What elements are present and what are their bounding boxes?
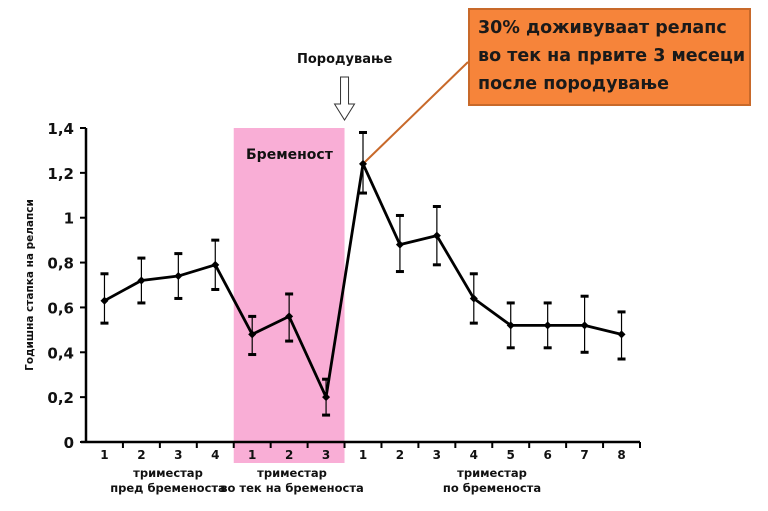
group-label-after-line2: по бременоста [442, 481, 542, 495]
y-tick-label: 0,2 [47, 389, 74, 407]
relapse-callout-box: 30% доживуваат релапс во тек на првите 3… [468, 8, 751, 106]
data-point [432, 231, 441, 240]
x-tick-label: 2 [285, 448, 293, 462]
data-point [322, 393, 331, 402]
x-tick-label: 1 [100, 448, 108, 462]
group-label-after-line1: триместар [457, 466, 527, 480]
x-tick-label: 3 [433, 448, 441, 462]
y-tick-labels: 0 0,2 0,4 0,6 0,8 1 1,2 1,4 [47, 120, 74, 452]
data-point [100, 296, 109, 305]
y-tick-label: 0,6 [47, 299, 74, 317]
x-tick-label: 8 [617, 448, 625, 462]
error-cap-lower [285, 339, 294, 343]
error-cap-lower [100, 321, 109, 325]
y-tick-label: 0,8 [47, 255, 74, 273]
callout-line-1: 30% доживуваат релапс [478, 18, 727, 38]
y-tick-label: 1 [64, 210, 74, 228]
data-point [506, 321, 515, 330]
data-point [248, 330, 257, 339]
error-cap-upper [580, 294, 589, 298]
x-tick-labels: 1 2 3 4 1 2 3 1 2 3 4 5 6 7 8 [100, 448, 625, 462]
error-cap-upper [174, 252, 183, 256]
x-tick-label: 5 [507, 448, 515, 462]
error-cap-upper [285, 292, 294, 296]
series-line [103, 162, 622, 399]
x-tick-label: 3 [174, 448, 182, 462]
error-cap-upper [211, 238, 220, 242]
group-label-during: триместар во тек на бременоста [220, 466, 364, 496]
x-tick-label: 2 [396, 448, 404, 462]
error-cap-upper [395, 213, 404, 217]
error-cap-lower [322, 413, 331, 417]
error-cap-lower [580, 350, 589, 354]
error-cap-upper [469, 272, 478, 276]
error-cap-upper [432, 205, 441, 208]
error-cap-upper [543, 301, 552, 305]
axes [80, 127, 641, 448]
data-point [617, 330, 626, 339]
error-cap-upper [617, 310, 626, 314]
data-point [543, 321, 552, 330]
error-cap-lower [211, 287, 220, 291]
data-point [137, 276, 146, 285]
x-tick-label: 4 [470, 448, 478, 462]
group-label-after: триместар по бременоста [443, 466, 541, 496]
error-cap-lower [543, 346, 552, 350]
error-cap-upper [137, 256, 146, 260]
y-tick-label: 0,4 [47, 344, 74, 362]
x-tick-label: 3 [322, 448, 330, 462]
error-cap-upper [506, 301, 515, 305]
group-label-during-line1: триместар [257, 466, 327, 480]
data-point [359, 159, 367, 168]
x-tick-label: 2 [137, 448, 145, 462]
error-cap-upper [322, 377, 331, 381]
callout-line-2: во тек на првите 3 месеци [478, 46, 746, 66]
birth-arrow-icon [333, 76, 356, 121]
birth-annotation-label: Породување [297, 52, 393, 67]
error-cap-lower [137, 301, 146, 305]
error-cap-upper [248, 314, 257, 318]
error-cap-lower [469, 321, 478, 325]
error-cap-lower [174, 296, 183, 300]
error-cap-lower [395, 270, 404, 274]
error-cap-lower [248, 353, 257, 357]
y-tick-label: 1,2 [47, 165, 74, 183]
data-point [469, 294, 478, 303]
error-cap-lower [359, 191, 367, 195]
y-tick-label: 1,4 [47, 120, 74, 138]
error-cap-upper [359, 130, 367, 134]
group-label-before-line1: триместар [133, 466, 203, 480]
data-point [580, 321, 589, 330]
x-tick-label: 6 [543, 448, 551, 462]
x-tick-label: 7 [580, 448, 588, 462]
data-points [100, 159, 626, 402]
data-point [285, 312, 294, 321]
callout-line-3: после породување [478, 74, 669, 94]
data-point [211, 260, 220, 269]
data-point [174, 272, 183, 281]
x-tick-label: 1 [248, 448, 256, 462]
group-label-before: триместар пред бременоста [110, 466, 226, 496]
pregnancy-region-label: Бременост [246, 147, 333, 163]
down-arrow-shape [333, 76, 356, 121]
group-label-before-line2: пред бременоста [110, 481, 226, 495]
error-cap-lower [432, 263, 441, 267]
x-tick-label: 4 [211, 448, 219, 462]
y-tick-label: 0 [64, 434, 74, 452]
data-point [395, 240, 404, 249]
x-tick-label: 1 [359, 448, 367, 462]
group-label-during-line2: во тек на бременоста [220, 481, 364, 495]
y-axis-label: Годишна стапка на релапси [24, 199, 36, 371]
error-cap-lower [506, 346, 515, 350]
error-cap-upper [100, 272, 109, 276]
callout-connector-line [362, 61, 469, 165]
error-cap-lower [617, 357, 626, 361]
